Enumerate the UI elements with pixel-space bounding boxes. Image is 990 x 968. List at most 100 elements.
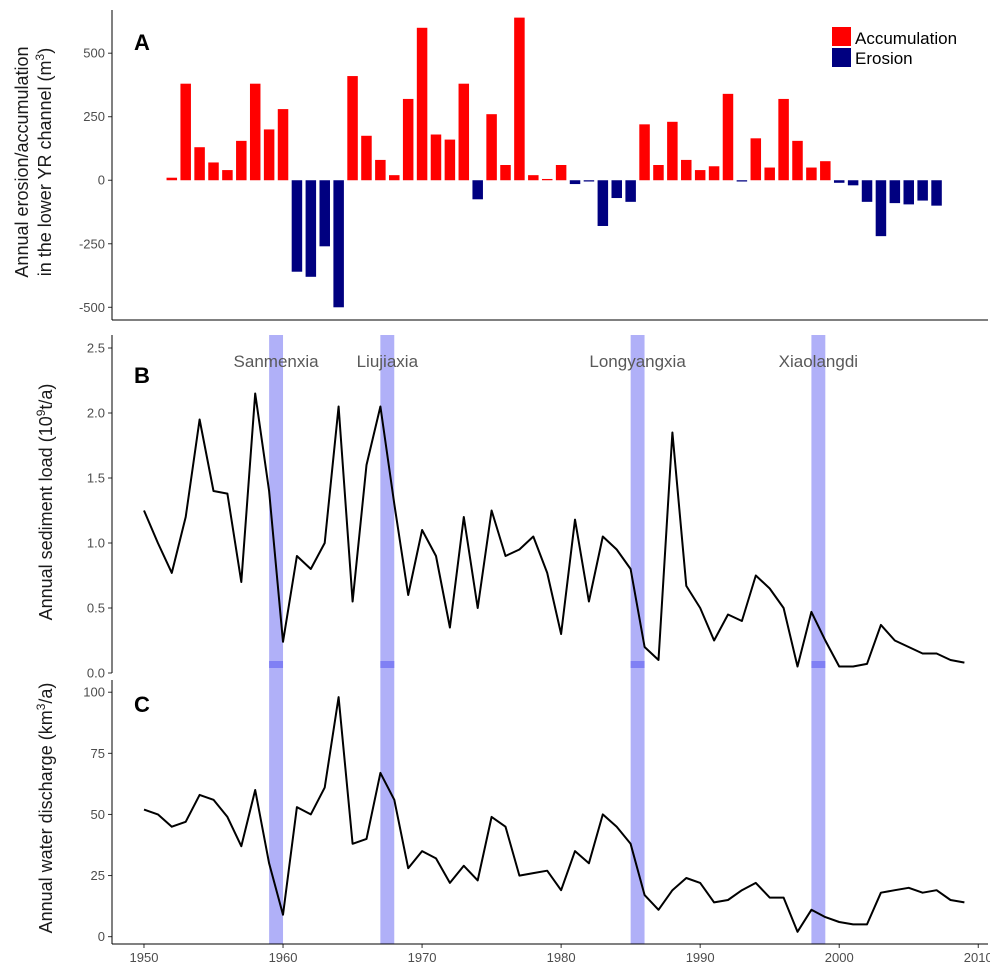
bar: [597, 180, 609, 226]
bar: [667, 121, 678, 181]
y-axis-ticks: -500 -250 0 250 500: [79, 46, 112, 315]
y-tick-label: 1.0: [87, 536, 105, 551]
bar: [263, 129, 275, 181]
legend-swatch-erosion: [832, 48, 851, 67]
bar: [611, 180, 622, 199]
y-axis-ticks-c: 0 25 50 75 100: [83, 685, 112, 944]
dam-marker: [811, 661, 826, 668]
y-tick-label: 50: [91, 807, 105, 822]
y-axis-title-a-line1: Annual erosion/accumulation: [12, 46, 32, 277]
y-tick-label: 0: [98, 929, 105, 944]
dam-label: Xiaolangdi: [779, 352, 858, 371]
bar: [569, 180, 581, 185]
bar: [917, 180, 928, 201]
y-axis-title-b-text: Annual sediment load (10: [36, 416, 56, 620]
bar: [889, 180, 901, 204]
panel-label-c: C: [134, 692, 150, 717]
y-tick-label: 0: [98, 173, 105, 188]
bar: [528, 175, 539, 181]
water-discharge-line: [143, 696, 965, 933]
y-axis-title-c-unit: /a): [36, 683, 56, 704]
dam-labels: Sanmenxia Liujiaxia Longyangxia Xiaolangdi: [234, 352, 859, 371]
y-axis-title-c: Annual water discharge (km3/a): [34, 683, 56, 934]
dam-marker: [630, 661, 645, 668]
dam-band: [269, 335, 284, 944]
bar: [333, 180, 344, 308]
bar: [375, 159, 386, 181]
bar: [180, 83, 191, 181]
legend-label-accumulation: Accumulation: [855, 29, 957, 48]
y-axis-title-b-unit: t/a): [36, 384, 56, 410]
y-axis-title-c-sup: 3: [34, 703, 48, 710]
y-tick-label: 75: [91, 746, 105, 761]
bar: [444, 139, 456, 181]
y-tick-label: 0.0: [87, 666, 105, 681]
bar: [458, 83, 470, 181]
bar: [694, 170, 706, 181]
y-tick-label: 2.5: [87, 341, 105, 356]
y-tick-label: 250: [83, 109, 105, 124]
bar: [416, 27, 428, 181]
dam-label: Longyangxia: [589, 352, 686, 371]
dam-marker: [269, 661, 284, 668]
bar: [166, 177, 178, 181]
sediment-load-line: [143, 392, 965, 668]
y-axis-title-a-close: ): [35, 48, 55, 54]
y-tick-label: -500: [79, 300, 105, 315]
x-tick-label: 2000: [825, 950, 854, 965]
bar: [833, 180, 845, 183]
bar: [764, 167, 775, 181]
bar: [500, 165, 511, 181]
y-tick-label: -250: [79, 236, 105, 251]
bar: [792, 140, 803, 181]
dam-label: Liujiaxia: [357, 352, 419, 371]
y-tick-label: 0.5: [87, 601, 105, 616]
y-axis-title-c-text: Annual water discharge (km: [36, 710, 56, 933]
x-axis-ticks: 1950 1960 1970 1980 1990 2000 2010: [130, 944, 990, 965]
bar: [361, 135, 372, 181]
legend-swatch-accumulation: [832, 27, 851, 46]
bar: [903, 180, 914, 205]
dam-marker: [380, 661, 395, 668]
bar: [722, 93, 734, 181]
y-tick-label: 2.0: [87, 406, 105, 421]
bar: [291, 180, 303, 272]
y-tick-label: 1.5: [87, 471, 105, 486]
x-tick-label: 1970: [408, 950, 437, 965]
bar: [778, 98, 789, 181]
bar: [541, 178, 553, 181]
bar: [305, 180, 317, 277]
bar: [750, 138, 762, 181]
bar: [402, 98, 414, 181]
bar: [681, 159, 692, 181]
y-axis-title-b: Annual sediment load (109t/a): [34, 384, 56, 621]
bar: [555, 165, 567, 181]
y-tick-label: 500: [83, 46, 105, 61]
y-tick-label: 100: [83, 685, 105, 700]
bar: [847, 180, 859, 186]
y-axis-ticks-b: 0.0 0.5 1.0 1.5 2.0 2.5: [87, 341, 112, 681]
bar: [347, 76, 358, 181]
x-tick-label: 2010: [964, 950, 990, 965]
bar: [639, 124, 650, 181]
y-axis-title-a-sup: 3: [33, 53, 47, 60]
panel-bc: Sanmenxia Liujiaxia Longyangxia Xiaolangdi …: [34, 335, 990, 965]
bar: [875, 180, 887, 237]
bar: [319, 180, 330, 247]
dam-bands: [269, 335, 826, 944]
legend: Accumulation Erosion: [832, 27, 957, 68]
bar: [653, 165, 664, 181]
bar: [820, 161, 831, 181]
dam-band: [811, 335, 826, 944]
bar: [249, 83, 261, 181]
bar: [708, 166, 720, 181]
dam-label: Sanmenxia: [234, 352, 320, 371]
x-tick-label: 1990: [686, 950, 715, 965]
bar: [514, 17, 525, 181]
bar: [472, 180, 483, 200]
bar: [861, 180, 873, 202]
x-tick-label: 1950: [130, 950, 159, 965]
dam-markers: [269, 661, 826, 668]
y-tick-label: 25: [91, 868, 105, 883]
